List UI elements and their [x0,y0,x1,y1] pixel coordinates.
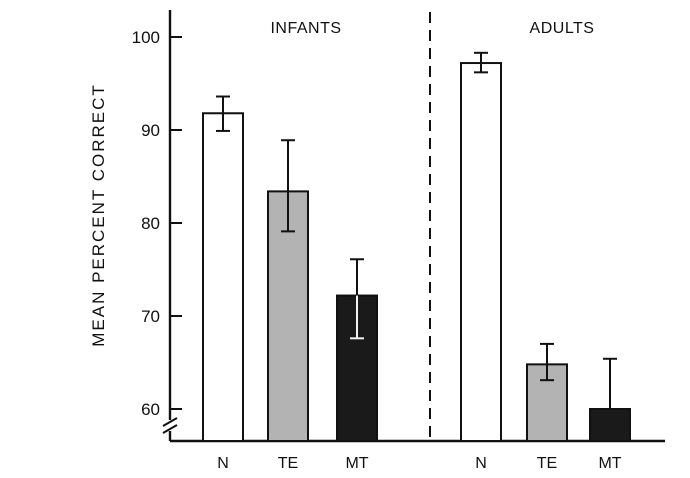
group-label: ADULTS [530,20,595,37]
axis-break-mark [162,424,178,434]
bars [202,51,631,443]
category-label: MT [598,455,621,472]
error-bar [216,95,230,132]
axes [162,10,665,443]
axis-break-mark [162,417,178,427]
bar [202,112,244,442]
error-bar [350,258,364,340]
bar [589,408,631,442]
category-label: TE [537,455,557,472]
bar [526,363,568,442]
bar [460,62,502,442]
error-bar [603,357,617,409]
labels: 60 70 80 90 100 MEAN PERCENT CORRECT INFANTS N T… [89,20,622,472]
category-label: N [217,455,229,472]
group-label: INFANTS [270,20,341,37]
category-label: MT [345,455,368,472]
category-label: N [475,455,487,472]
y-tick-label: 70 [141,307,160,326]
error-bar [281,139,295,233]
category-label: TE [278,455,298,472]
y-tick-label: 60 [141,400,160,419]
error-bar [474,51,488,74]
y-tick-label: 80 [141,214,160,233]
error-bar [540,342,554,382]
bar [267,190,309,442]
y-axis-label: MEAN PERCENT CORRECT [89,83,108,347]
y-tick-label: 90 [141,121,160,140]
y-tick-label: 100 [132,28,160,47]
